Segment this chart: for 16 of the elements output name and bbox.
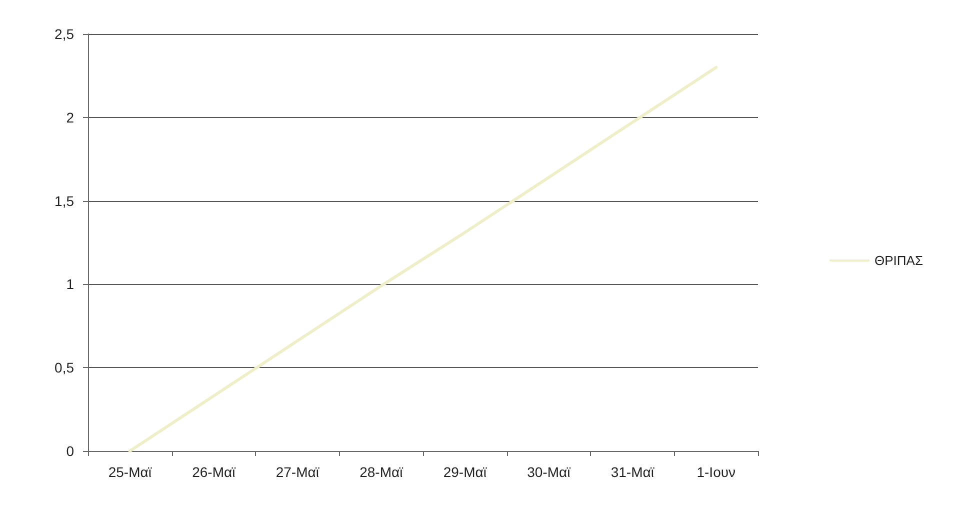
x-tick-label: 28-Μαϊ bbox=[360, 464, 404, 480]
y-tick-label: 1 bbox=[66, 276, 74, 292]
line-series bbox=[128, 66, 718, 452]
y-tick-label: 0,5 bbox=[54, 360, 74, 376]
legend-label: ΘΡΙΠΑΣ bbox=[874, 253, 924, 268]
x-tick-label: 29-Μαϊ bbox=[443, 464, 488, 480]
x-tick-label: 1-Ιουν bbox=[696, 464, 736, 480]
y-tick-label: 2 bbox=[66, 109, 74, 126]
x-tick-label: 27-Μαϊ bbox=[276, 464, 320, 480]
x-tick-label: 31-Μαϊ bbox=[610, 464, 655, 480]
x-tick-label: 26-Μαϊ bbox=[192, 464, 236, 480]
y-tick-label: 0 bbox=[66, 443, 74, 459]
y-tick-label: 1,5 bbox=[54, 192, 74, 209]
x-tick-label: 30-Μαϊ bbox=[527, 464, 572, 480]
x-tick-label: 25-Μαϊ bbox=[108, 464, 152, 480]
y-tick-label: 2,5 bbox=[54, 26, 74, 42]
